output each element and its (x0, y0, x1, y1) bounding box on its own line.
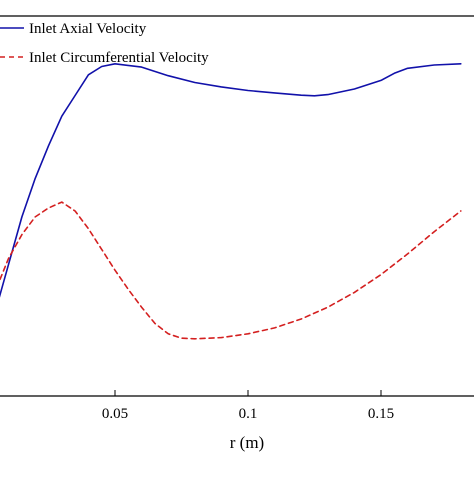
series-line-1 (0, 201, 462, 340)
legend-label-1: Inlet Circumferential Velocity (29, 50, 209, 66)
axes: 0.05 0.1 0.15 r (m) (0, 15, 474, 452)
x-axis-label: r (m) (230, 433, 264, 452)
series-line-0 (0, 62, 462, 298)
x-tick-label-2: 0.15 (368, 406, 394, 422)
plot-area (0, 62, 462, 340)
legend-label-0: Inlet Axial Velocity (29, 21, 147, 37)
x-tick-label-1: 0.1 (239, 406, 258, 422)
legend: Inlet Axial Velocity Inlet Circumferentia… (0, 21, 209, 66)
x-tick-label-0: 0.05 (102, 406, 128, 422)
